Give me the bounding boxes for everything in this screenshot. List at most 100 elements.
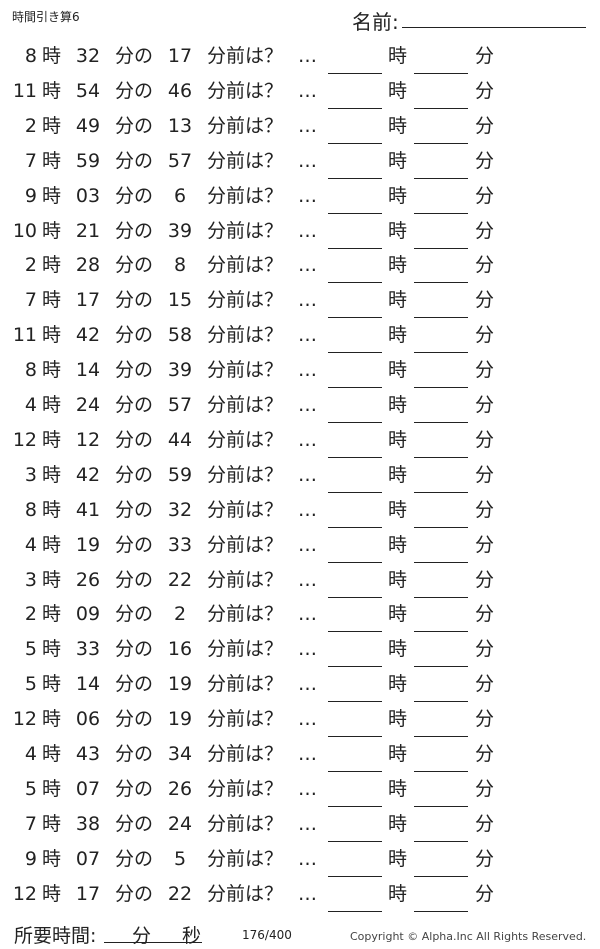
answer-minute-label: 分 <box>475 79 495 102</box>
answer-hour-field[interactable] <box>328 636 382 668</box>
answer-hour-field[interactable] <box>328 601 382 633</box>
answer-hour-field[interactable] <box>328 357 382 389</box>
answer-hour-field[interactable] <box>328 497 382 528</box>
answer-minute-field[interactable] <box>414 78 468 109</box>
minute-value: 14 <box>75 673 101 696</box>
answer-minute-field[interactable] <box>414 811 468 842</box>
answer-hour-label: 時 <box>388 324 408 347</box>
answer-hour-field[interactable] <box>328 462 382 493</box>
answer-minute-field[interactable] <box>414 392 468 423</box>
answer-hour-field[interactable] <box>328 741 382 772</box>
question-label: 分前は？ <box>207 812 284 835</box>
answer-minute-field[interactable] <box>414 846 468 877</box>
problem-row: 2 時 09 分の 2 分前は？… 時分 <box>0 599 600 633</box>
answer-minute-label: 分 <box>475 359 495 382</box>
answer-hour-field[interactable] <box>328 148 382 179</box>
answer-hour-field[interactable] <box>328 427 382 458</box>
ellipsis: … <box>298 812 317 835</box>
subtract-value: 16 <box>167 638 193 661</box>
answer-minute-field[interactable] <box>414 148 468 179</box>
answer-minute-label: 分 <box>475 673 495 696</box>
answer-hour-label: 時 <box>388 254 408 277</box>
question-label: 分前は？ <box>207 359 284 382</box>
answer-hour-field[interactable] <box>328 322 382 354</box>
answer-minute-field[interactable] <box>414 776 468 807</box>
name-field[interactable] <box>402 27 586 28</box>
answer-minute-label: 分 <box>475 114 495 137</box>
answer-hour-field[interactable] <box>328 183 382 214</box>
answer-minute-field[interactable] <box>414 671 468 703</box>
hour-value: 8 <box>24 498 37 521</box>
answer-minute-field[interactable] <box>414 497 468 528</box>
hour-label: 時 <box>42 638 62 661</box>
subtract-value: 13 <box>167 114 193 137</box>
hour-label: 時 <box>42 359 62 382</box>
answer-hour-field[interactable] <box>328 113 382 144</box>
question-label: 分前は？ <box>207 498 284 521</box>
answer-minute-field[interactable] <box>414 43 468 74</box>
hour-value: 7 <box>24 289 37 312</box>
hour-label: 時 <box>42 289 62 312</box>
question-label: 分前は？ <box>207 149 284 172</box>
answer-hour-field[interactable] <box>328 706 382 738</box>
ellipsis: … <box>298 603 317 626</box>
subtract-value: 34 <box>167 743 193 765</box>
answer-hour-field[interactable] <box>328 532 382 563</box>
answer-hour-label: 時 <box>388 394 408 416</box>
minute-value: 42 <box>75 463 101 486</box>
minute-value: 42 <box>75 324 101 347</box>
problem-row: 7 時 38 分の 24 分前は？… 時分 <box>0 809 600 842</box>
answer-minute-field[interactable] <box>414 183 468 214</box>
answer-hour-field[interactable] <box>328 218 382 249</box>
answer-hour-field[interactable] <box>328 392 382 423</box>
answer-minute-field[interactable] <box>414 706 468 738</box>
minute-of-label: 分の <box>115 847 154 870</box>
problem-row: 2 時 49 分の 13 分前は？… 時分 <box>0 111 600 144</box>
answer-minute-field[interactable] <box>414 741 468 772</box>
answer-hour-field[interactable] <box>328 881 382 912</box>
answer-minute-field[interactable] <box>414 462 468 493</box>
answer-hour-field[interactable] <box>328 567 382 598</box>
answer-hour-label: 時 <box>388 812 408 835</box>
time-required-field[interactable] <box>104 942 202 943</box>
problem-row: 7 時 17 分の 15 分前は？… 時分 <box>0 285 600 319</box>
answer-minute-field[interactable] <box>414 601 468 633</box>
answer-hour-field[interactable] <box>328 846 382 877</box>
answer-minute-field[interactable] <box>414 113 468 144</box>
answer-minute-field[interactable] <box>414 252 468 284</box>
answer-minute-label: 分 <box>475 428 495 451</box>
question-label: 分前は？ <box>207 533 284 556</box>
answer-hour-label: 時 <box>388 533 408 556</box>
answer-hour-field[interactable] <box>328 78 382 109</box>
answer-hour-field[interactable] <box>328 671 382 703</box>
answer-hour-field[interactable] <box>328 811 382 842</box>
answer-minute-field[interactable] <box>414 567 468 598</box>
problem-row: 4 時 43 分の 34 分前は？… 時分 <box>0 739 600 772</box>
problem-row: 7 時 59 分の 57 分前は？… 時分 <box>0 146 600 179</box>
hour-label: 時 <box>42 324 62 347</box>
question-label: 分前は？ <box>207 289 284 312</box>
answer-minute-field[interactable] <box>414 636 468 668</box>
answer-hour-field[interactable] <box>328 287 382 319</box>
answer-minute-field[interactable] <box>414 218 468 249</box>
answer-minute-label: 分 <box>475 45 495 67</box>
ellipsis: … <box>298 777 317 800</box>
answer-hour-label: 時 <box>388 708 408 731</box>
answer-minute-field[interactable] <box>414 322 468 354</box>
answer-minute-field[interactable] <box>414 532 468 563</box>
answer-hour-field[interactable] <box>328 776 382 807</box>
answer-hour-field[interactable] <box>328 43 382 74</box>
answer-minute-field[interactable] <box>414 287 468 319</box>
answer-hour-label: 時 <box>388 673 408 696</box>
ellipsis: … <box>298 149 317 172</box>
subtract-value: 19 <box>167 673 193 696</box>
subtract-value: 57 <box>167 394 193 416</box>
answer-minute-field[interactable] <box>414 881 468 912</box>
answer-minute-field[interactable] <box>414 427 468 458</box>
minute-of-label: 分の <box>115 498 154 521</box>
answer-minute-label: 分 <box>475 463 495 486</box>
answer-hour-label: 時 <box>388 882 408 905</box>
answer-minute-field[interactable] <box>414 357 468 389</box>
answer-hour-field[interactable] <box>328 252 382 284</box>
minute-value: 49 <box>75 114 101 137</box>
